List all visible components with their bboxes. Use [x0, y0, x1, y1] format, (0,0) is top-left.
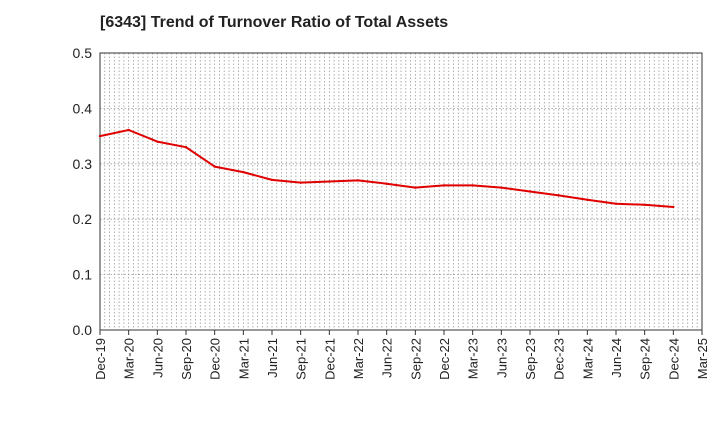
x-tick-label: Jun-23: [494, 338, 509, 378]
y-tick-label: 0.4: [73, 100, 93, 116]
x-tick-label: Mar-25: [695, 338, 710, 379]
data-point: [270, 178, 274, 182]
x-tick-label: Mar-23: [466, 338, 481, 379]
x-tick-label: Mar-22: [351, 338, 366, 379]
data-point: [672, 205, 675, 209]
data-point: [184, 145, 188, 149]
data-point: [328, 180, 331, 183]
x-tick-label: Sep-21: [294, 338, 309, 380]
x-tick-label: Mar-24: [580, 338, 595, 379]
data-point: [299, 181, 302, 184]
data-point: [442, 184, 446, 187]
data-point: [98, 134, 102, 138]
x-tick-label: Sep-22: [408, 338, 423, 380]
x-tick-label: Sep-23: [523, 338, 538, 380]
y-tick-label: 0.3: [73, 156, 93, 172]
data-point: [471, 184, 474, 187]
data-point: [614, 202, 618, 205]
data-point: [242, 170, 245, 174]
x-tick-label: Sep-20: [179, 338, 194, 380]
data-point: [213, 165, 216, 168]
data-point: [127, 128, 130, 132]
x-tick-label: Dec-22: [437, 338, 452, 380]
x-tick-label: Jun-24: [609, 338, 624, 378]
plot-border: [99, 52, 703, 331]
y-tick-label: 0.2: [73, 211, 93, 227]
x-tick-label: Sep-24: [638, 338, 653, 380]
data-point: [643, 203, 646, 206]
x-tick-label: Jun-20: [150, 338, 165, 378]
data-point: [156, 140, 159, 143]
x-tick-label: Jun-22: [380, 338, 395, 378]
data-point: [385, 182, 388, 185]
data-point: [500, 186, 503, 189]
x-tick-label: Dec-21: [322, 338, 337, 380]
x-tick-label: Dec-23: [552, 338, 567, 380]
chart-title: [6343] Trend of Turnover Ratio of Total …: [100, 14, 449, 31]
y-tick-label: 0.0: [73, 322, 93, 338]
x-tick-label: Jun-21: [265, 338, 280, 378]
x-tick-label: Mar-21: [236, 338, 251, 379]
data-point: [586, 198, 589, 202]
data-point: [414, 186, 417, 189]
x-tick-label: Dec-19: [93, 338, 108, 380]
data-point: [557, 194, 560, 197]
x-tick-label: Mar-20: [122, 338, 137, 379]
x-tick-label: Dec-20: [208, 338, 223, 380]
x-tick-label: Dec-24: [666, 338, 681, 380]
y-tick-label: 0.1: [73, 267, 93, 283]
y-tick-label: 0.5: [73, 45, 93, 61]
data-point: [528, 190, 532, 193]
data-point: [356, 179, 360, 182]
